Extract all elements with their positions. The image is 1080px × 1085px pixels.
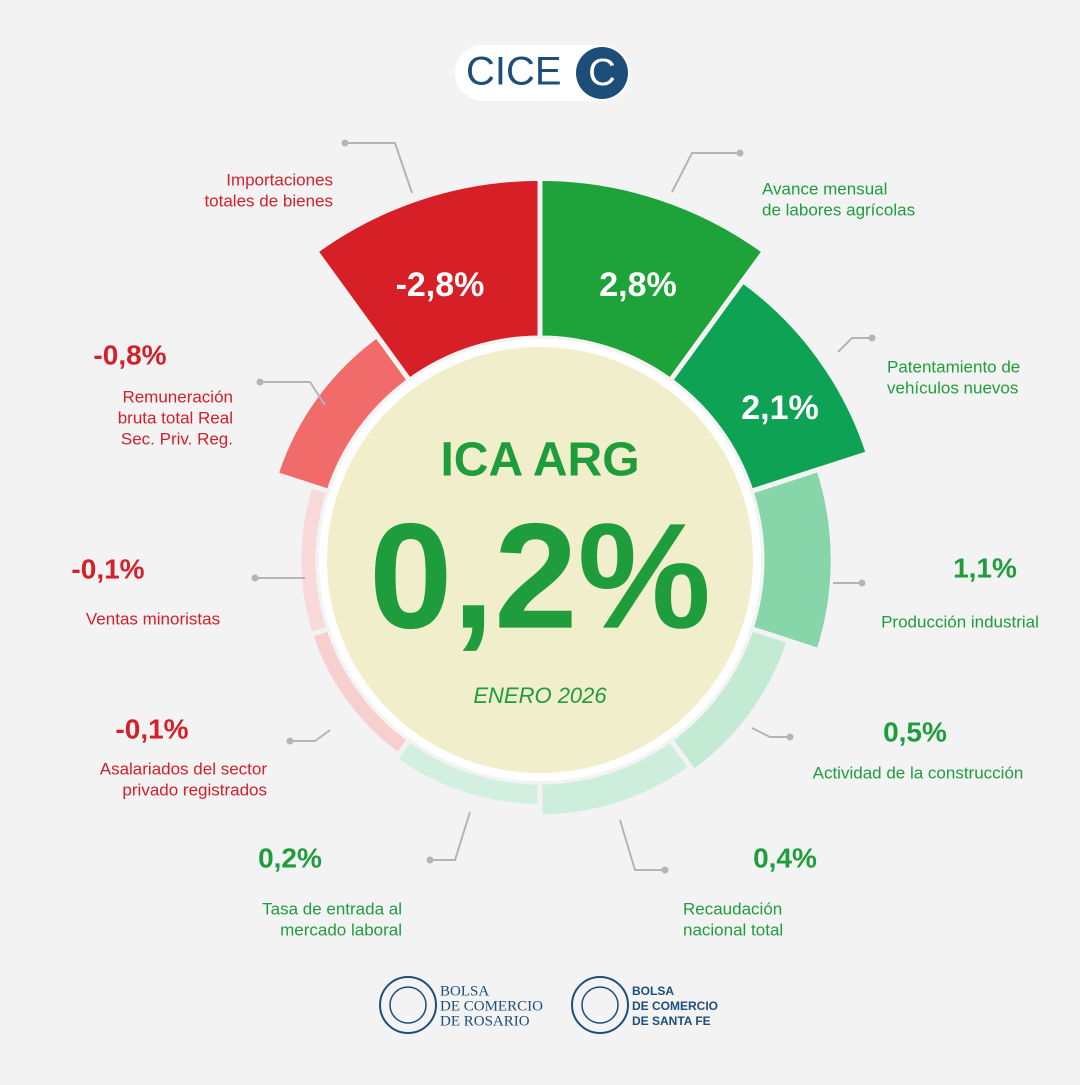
category-label: privado registrados (122, 780, 267, 799)
value-label: 0,4% (753, 842, 817, 873)
center-title: ICA ARG (440, 434, 639, 487)
center-value: 0,2% (369, 492, 711, 660)
value-label: 1,1% (953, 552, 1017, 583)
wedges (272, 175, 872, 820)
labels: 2,8% Avance mensual de labores agrícolas 2,… (71, 139, 1039, 939)
value-label: -0,1% (115, 713, 188, 744)
category-label: mercado laboral (280, 920, 402, 939)
value-label: -2,8% (396, 266, 485, 304)
wedge (537, 175, 768, 384)
leader-line (619, 819, 665, 871)
category-label: Sec. Priv. Reg. (121, 429, 233, 448)
value-label: 0,5% (883, 716, 947, 747)
leader-line (345, 142, 413, 194)
wedge (312, 175, 543, 384)
leader-dot (868, 334, 876, 342)
logo-text: CICE (466, 50, 562, 94)
footer-text: DE COMERCIO (440, 998, 543, 1014)
leader-line (751, 727, 790, 738)
category-label: totales de bienes (204, 191, 333, 210)
seal (389, 986, 427, 1024)
category-label: Recaudación (683, 899, 782, 918)
category-label: Tasa de entrada al (262, 899, 402, 918)
category-label: bruta total Real (118, 408, 233, 427)
category-label: Producción industrial (881, 612, 1039, 631)
wedge (391, 736, 543, 809)
center-circle (319, 339, 761, 781)
wedge (537, 736, 695, 820)
leader-dot (736, 149, 744, 157)
seal (571, 976, 629, 1034)
leader-line (671, 152, 740, 193)
category-label: Remuneración (122, 387, 233, 406)
footer-text: DE SANTA FE (632, 1014, 711, 1028)
value-label: -0,8% (93, 339, 166, 370)
leader-line (837, 337, 872, 353)
category-label: Asalariados del sector (100, 759, 268, 778)
wedge (666, 625, 793, 776)
leader-line (260, 381, 326, 406)
footer-text: DE ROSARIO (440, 1013, 530, 1029)
leader-dot (251, 574, 259, 582)
logo-mark-circle (576, 47, 628, 99)
leader-line (290, 729, 331, 742)
leader-dot (256, 378, 264, 386)
footer-text: BOLSA (632, 984, 674, 998)
value-label: 2,1% (741, 389, 819, 427)
wedge (747, 466, 836, 654)
category-label: vehículos nuevos (887, 378, 1018, 397)
category-label: Actividad de la construcción (813, 763, 1024, 782)
leader-dot (858, 579, 866, 587)
leader-line (430, 811, 471, 861)
category-label: nacional total (683, 920, 783, 939)
category-label: de labores agrícolas (762, 200, 915, 219)
leader-dot (786, 733, 794, 741)
center-period: ENERO 2026 (473, 683, 607, 708)
category-label: Importaciones (226, 170, 333, 189)
value-label: 0,2% (258, 842, 322, 873)
value-label: 2,8% (599, 266, 677, 304)
seal (581, 986, 619, 1024)
footer-text: BOLSA (440, 983, 489, 999)
category-label: Patentamiento de (887, 357, 1020, 376)
category-label: Avance mensual (762, 179, 887, 198)
leader-dot (426, 856, 434, 864)
category-label: Ventas minoristas (86, 609, 220, 628)
leader-dot (286, 737, 294, 745)
wedge (666, 277, 872, 495)
seal (379, 976, 437, 1034)
logo-mark: C (588, 52, 615, 94)
value-label: -0,1% (71, 553, 144, 584)
leader-dot (341, 139, 349, 147)
footer-text: DE COMERCIO (632, 999, 718, 1013)
leader-dot (661, 866, 669, 874)
